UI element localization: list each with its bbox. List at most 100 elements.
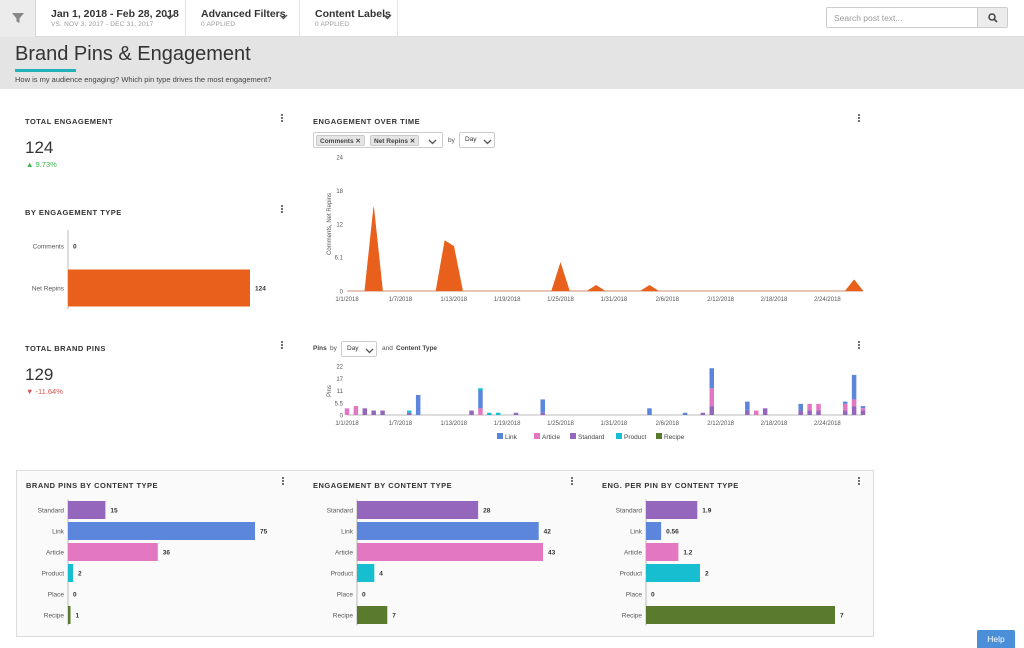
- category-label: Place: [48, 592, 65, 599]
- total-engagement-value: 124: [25, 138, 54, 157]
- value-label: 36: [163, 550, 171, 557]
- pins-bar-segment: [353, 406, 359, 415]
- pins-bar-segment: [860, 410, 866, 415]
- content-labels-label: Content Labels: [315, 8, 391, 20]
- pins-bar-segment: [798, 410, 803, 415]
- y-tick-label: 12: [336, 223, 343, 229]
- value-label: 1: [75, 613, 79, 620]
- x-tick-label: 1/13/2018: [440, 421, 467, 427]
- chevron-down-icon: [279, 14, 288, 20]
- pins-bar-segment: [371, 410, 376, 415]
- y-axis-title: Pins: [327, 385, 333, 397]
- bar: [357, 564, 375, 582]
- x-tick-label: 2/12/2018: [707, 421, 734, 427]
- total-brand-pins-change: ▼ -11.64%: [26, 387, 63, 396]
- x-tick-label: 1/7/2018: [389, 297, 413, 303]
- legend-swatch: [497, 433, 503, 439]
- search-input[interactable]: [827, 8, 977, 27]
- pins-bar-segment: [851, 374, 857, 400]
- remove-icon[interactable]: ✕: [409, 138, 416, 145]
- more-menu-icon[interactable]: [570, 477, 574, 487]
- engagement-area: [347, 207, 864, 292]
- value-label: 2: [705, 571, 709, 578]
- value-label: 42: [544, 529, 552, 536]
- bar: [68, 522, 255, 540]
- x-tick-label: 2/18/2018: [761, 297, 788, 303]
- pins-bar-segment: [842, 403, 848, 411]
- more-menu-icon[interactable]: [281, 477, 285, 487]
- pins-bar-segment: [478, 388, 483, 391]
- pins-bar-segment: [842, 410, 848, 415]
- pins-bar-segment: [851, 406, 857, 415]
- advanced-filters-label: Advanced Filters: [201, 8, 286, 20]
- value-label: 43: [548, 550, 556, 557]
- value-label: 0: [651, 592, 655, 599]
- bar: [357, 522, 539, 540]
- x-tick-label: 1/31/2018: [601, 297, 628, 303]
- pins-bar-segment: [540, 412, 545, 415]
- x-tick-label: 2/18/2018: [761, 421, 788, 427]
- pins-bar-segment: [495, 412, 501, 415]
- x-tick-label: 2/6/2018: [656, 421, 680, 427]
- x-tick-label: 1/7/2018: [389, 421, 413, 427]
- bar: [646, 564, 700, 582]
- pins-bar-segment: [415, 394, 421, 415]
- more-menu-icon[interactable]: [280, 114, 284, 124]
- y-tick-label: 0: [340, 290, 344, 296]
- pins-bar-segment: [647, 408, 652, 415]
- content-labels-dropdown[interactable]: Content Labels 0 APPLIED: [300, 0, 398, 37]
- pins-bar-segment: [380, 410, 385, 415]
- x-tick-label: 1/19/2018: [494, 297, 521, 303]
- bar: [68, 564, 73, 582]
- chip-net-repins[interactable]: Net Repins ✕: [370, 135, 420, 146]
- category-label: Net Repins: [32, 286, 65, 293]
- y-tick-label: 11: [337, 389, 344, 395]
- search-button[interactable]: [977, 8, 1007, 27]
- period-select[interactable]: Day: [459, 132, 495, 148]
- value-label: 0: [73, 244, 77, 251]
- category-label: Product: [620, 571, 643, 578]
- category-label: Comments: [33, 244, 65, 251]
- advanced-filters-dropdown[interactable]: Advanced Filters 0 APPLIED: [186, 0, 300, 37]
- pins-bar-segment: [745, 410, 750, 415]
- engagement-metrics-select[interactable]: Comments ✕ Net Repins ✕: [313, 132, 443, 148]
- more-menu-icon[interactable]: [280, 205, 284, 215]
- pins-period-select[interactable]: Day: [341, 341, 377, 357]
- value-label: 2: [78, 571, 82, 578]
- eng-per-pin-label: ENG. PER PIN BY CONTENT TYPE: [602, 481, 739, 490]
- pins-bar-segment: [682, 412, 688, 415]
- category-label: Link: [52, 529, 65, 536]
- down-arrow-icon: ▼: [26, 387, 36, 396]
- y-tick-label: 24: [336, 156, 343, 162]
- chip-label: Net Repins: [374, 138, 408, 145]
- pins-period-value: Day: [347, 345, 359, 352]
- y-tick-label: 18: [336, 189, 343, 195]
- pins-by-label: by: [330, 345, 337, 352]
- pins-bar-segment: [745, 401, 750, 411]
- x-tick-label: 1/1/2018: [335, 421, 359, 427]
- y-tick-label: 5.5: [335, 401, 344, 407]
- category-label: Standard: [616, 508, 643, 515]
- page-header: Brand Pins & Engagement How is my audien…: [0, 37, 1024, 89]
- x-tick-label: 2/24/2018: [814, 421, 841, 427]
- bar: [68, 269, 250, 307]
- y-axis-title: Comments, Net Repins: [327, 193, 333, 255]
- remove-icon[interactable]: ✕: [355, 138, 361, 145]
- help-button[interactable]: Help: [977, 630, 1015, 648]
- category-label: Product: [331, 571, 354, 578]
- pins-bar-segment: [860, 406, 866, 409]
- y-tick-label: 22: [336, 365, 343, 371]
- legend-swatch: [534, 433, 540, 439]
- more-menu-icon[interactable]: [857, 341, 861, 351]
- x-tick-label: 2/24/2018: [814, 297, 841, 303]
- pins-bar-segment: [487, 412, 492, 415]
- x-tick-label: 1/25/2018: [547, 297, 574, 303]
- more-menu-icon[interactable]: [857, 114, 861, 124]
- more-menu-icon[interactable]: [280, 341, 284, 351]
- total-brand-pins-value: 129: [25, 365, 54, 384]
- more-menu-icon[interactable]: [857, 477, 861, 487]
- bar: [646, 522, 662, 540]
- date-range-selector[interactable]: Jan 1, 2018 - Feb 28, 2018 VS. NOV 3, 20…: [36, 0, 186, 37]
- filter-toggle-button[interactable]: [0, 0, 36, 37]
- chip-comments[interactable]: Comments ✕: [316, 135, 365, 146]
